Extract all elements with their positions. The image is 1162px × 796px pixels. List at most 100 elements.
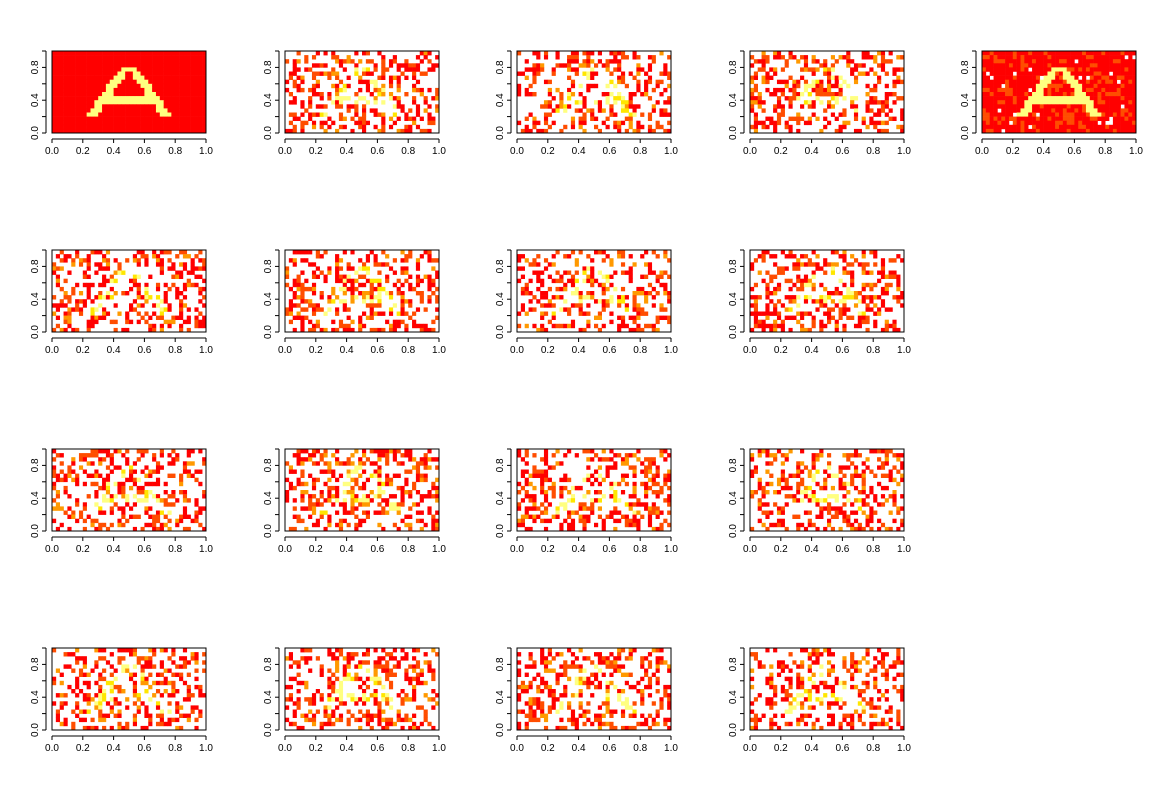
heatmap-cell — [338, 518, 344, 524]
heatmap-cell — [1035, 92, 1041, 97]
heatmap-cell — [536, 299, 541, 304]
heatmap-cell — [605, 116, 610, 121]
heatmap-cell — [52, 116, 57, 121]
heatmap-cell — [346, 461, 351, 466]
heatmap-cell — [628, 100, 633, 105]
heatmap-cell — [765, 59, 770, 64]
heatmap-cell — [308, 327, 313, 333]
heatmap-panel: 0.0 0.2 0.4 0.6 0.8 1.00.00.40.8 — [30, 448, 213, 555]
heatmap-cell — [773, 104, 778, 109]
heatmap-cell — [1109, 83, 1114, 89]
heatmap-cell — [198, 83, 203, 89]
heatmap-cell — [136, 258, 141, 263]
heatmap-cell — [647, 323, 653, 329]
heatmap-cell — [198, 506, 203, 511]
heatmap-cell — [82, 303, 87, 308]
heatmap-cell — [136, 490, 141, 495]
heatmap-cell — [543, 461, 549, 466]
heatmap-cell — [586, 291, 591, 296]
heatmap-cell — [59, 83, 64, 89]
heatmap-cell — [377, 311, 382, 316]
heatmap-cell — [415, 63, 421, 68]
heatmap-cell — [632, 502, 637, 507]
x-tick-label: 0.8 — [401, 544, 415, 555]
heatmap-cell — [989, 100, 994, 105]
heatmap-cell — [636, 83, 641, 89]
heatmap-cell — [63, 315, 68, 320]
heatmap-cell — [335, 59, 340, 64]
heatmap-cell — [536, 514, 541, 519]
heatmap-cell — [82, 274, 87, 279]
heatmap-cell — [113, 124, 118, 130]
heatmap-cell — [636, 128, 641, 134]
heatmap-cell — [1109, 108, 1114, 113]
heatmap-cell — [186, 453, 191, 458]
heatmap-cell — [651, 481, 656, 487]
heatmap-cell — [853, 323, 859, 329]
heatmap-cell — [136, 128, 141, 134]
heatmap-cell — [323, 311, 328, 316]
heatmap-cell — [86, 282, 91, 288]
heatmap-cell — [98, 100, 103, 105]
heatmap-cell — [354, 112, 359, 117]
heatmap-cell — [132, 258, 137, 263]
heatmap-cell — [400, 319, 405, 325]
heatmap-cell — [532, 494, 537, 499]
heatmap-cell — [830, 250, 835, 255]
heatmap-cell — [369, 490, 374, 495]
heatmap-cell — [1012, 51, 1017, 56]
heatmap-cell — [296, 303, 301, 308]
heatmap-cell — [412, 465, 417, 470]
heatmap-cell — [94, 502, 99, 507]
heatmap-cell — [435, 295, 440, 300]
heatmap-cell — [98, 291, 103, 296]
heatmap-cell — [186, 254, 191, 259]
heatmap-cell — [113, 83, 118, 89]
heatmap-cell — [517, 278, 522, 284]
heatmap-cell — [296, 250, 301, 255]
heatmap-cell — [597, 100, 602, 105]
heatmap-cell — [427, 116, 432, 121]
heatmap-cell — [857, 311, 862, 316]
heatmap-cell — [129, 465, 134, 470]
heatmap-cell — [431, 278, 436, 284]
heatmap-cell — [578, 124, 583, 130]
heatmap-cell — [1059, 112, 1064, 117]
heatmap-cell — [369, 303, 374, 308]
heatmap-cell — [750, 327, 755, 333]
heatmap-cell — [86, 63, 91, 68]
heatmap-cell — [392, 457, 397, 462]
heatmap-cell — [993, 112, 998, 117]
heatmap-cell — [186, 79, 191, 85]
heatmap-cell — [78, 75, 84, 80]
heatmap-cell — [877, 100, 882, 105]
heatmap-cell — [757, 92, 762, 97]
heatmap-cell — [620, 270, 626, 275]
heatmap-cell — [761, 79, 766, 85]
heatmap-cell — [655, 254, 660, 259]
heatmap-cell — [884, 286, 889, 292]
heatmap-cell — [757, 254, 762, 259]
heatmap-cell — [617, 481, 622, 487]
heatmap-panel: 0.0 0.2 0.4 0.6 0.8 1.00.00.40.8 — [495, 448, 678, 555]
heatmap-cell — [59, 51, 64, 56]
heatmap-cell — [547, 299, 552, 304]
heatmap-cell — [663, 481, 668, 487]
heatmap-cell — [144, 75, 149, 80]
heatmap-cell — [524, 124, 529, 130]
heatmap-cell — [1124, 71, 1129, 76]
heatmap-cell — [121, 120, 126, 126]
heatmap-cell — [202, 258, 207, 263]
heatmap-cell — [1062, 55, 1067, 60]
heatmap-cell — [1097, 55, 1102, 60]
heatmap-cell — [1051, 59, 1056, 64]
heatmap-cell — [71, 112, 76, 117]
heatmap-cell — [140, 250, 145, 255]
heatmap-cell — [109, 278, 114, 284]
heatmap-cell — [753, 59, 758, 64]
heatmap-cell — [175, 274, 180, 279]
heatmap-cell — [861, 116, 866, 121]
heatmap-cell — [765, 87, 770, 93]
heatmap-cell — [594, 315, 599, 320]
heatmap-cell — [520, 274, 525, 279]
